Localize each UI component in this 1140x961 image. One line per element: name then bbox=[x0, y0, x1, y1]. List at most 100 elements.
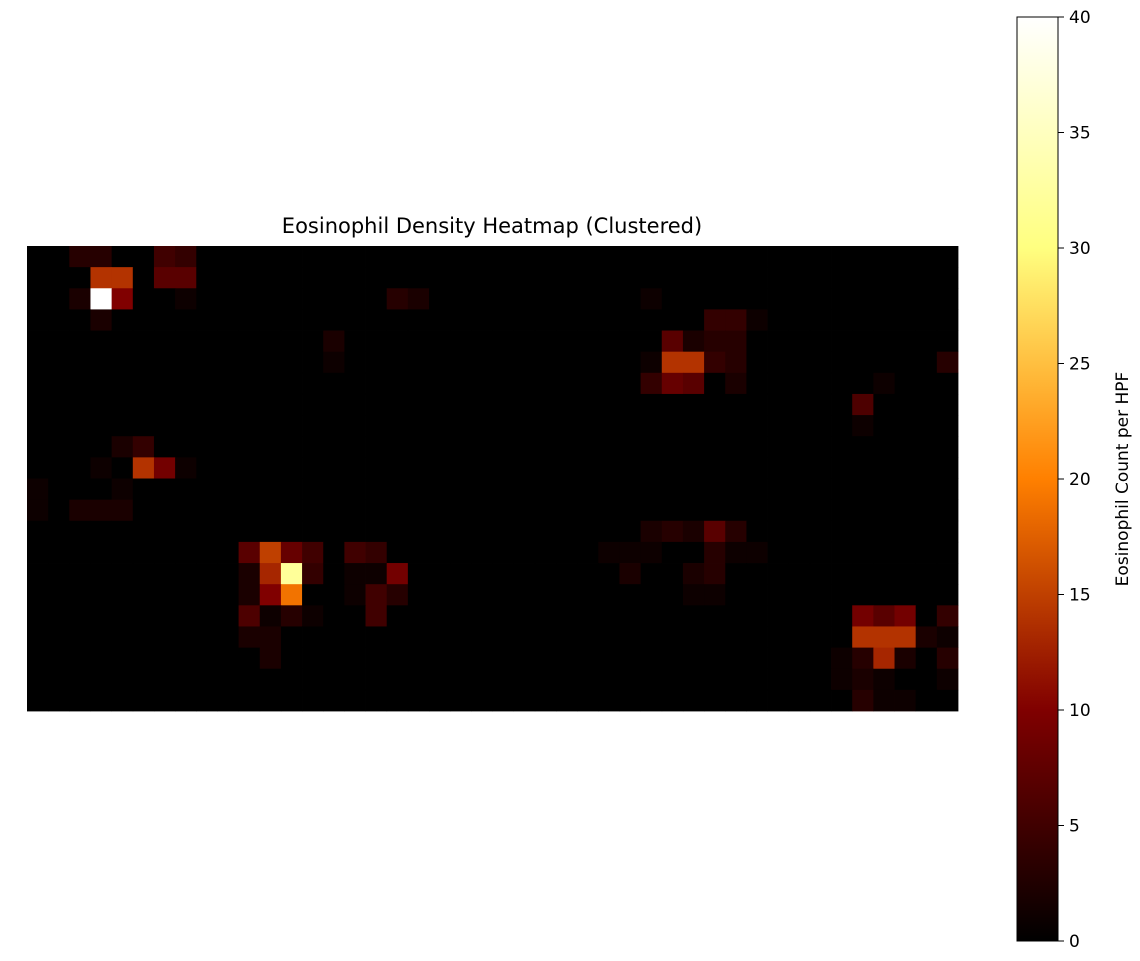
heatmap-cell bbox=[69, 457, 91, 479]
heatmap-cell bbox=[323, 309, 345, 331]
heatmap-cell bbox=[640, 351, 663, 374]
heatmap-cell bbox=[831, 415, 853, 437]
heatmap-cell bbox=[746, 415, 768, 437]
heatmap-cell bbox=[111, 563, 134, 585]
heatmap-cell bbox=[619, 563, 642, 585]
heatmap-cell bbox=[936, 478, 959, 501]
heatmap-cell bbox=[767, 372, 790, 395]
heatmap-cell bbox=[534, 393, 557, 416]
heatmap-cell bbox=[280, 668, 303, 691]
heatmap-cell bbox=[217, 457, 239, 479]
heatmap-cell bbox=[48, 605, 70, 627]
heatmap-cell bbox=[894, 457, 917, 479]
heatmap-cell bbox=[365, 541, 388, 564]
heatmap-cell bbox=[429, 415, 451, 437]
heatmap-cell bbox=[429, 584, 451, 606]
heatmap-cell bbox=[153, 563, 176, 585]
heatmap-cell bbox=[534, 563, 557, 585]
heatmap-cell bbox=[746, 563, 768, 585]
heatmap-cell bbox=[111, 309, 134, 331]
heatmap-cell bbox=[259, 267, 282, 289]
heatmap-cell bbox=[577, 415, 599, 437]
heatmap-cell bbox=[534, 309, 557, 331]
heatmap-cell bbox=[936, 605, 959, 627]
heatmap-cell bbox=[831, 246, 853, 268]
heatmap-cell bbox=[640, 246, 663, 268]
heatmap-cell bbox=[323, 563, 345, 585]
heatmap-cell bbox=[450, 668, 472, 691]
heatmap-cell bbox=[534, 499, 557, 522]
heatmap-cell bbox=[534, 626, 557, 648]
heatmap-cell bbox=[746, 309, 768, 331]
heatmap-cell bbox=[852, 584, 874, 606]
heatmap-cell bbox=[936, 584, 959, 606]
heatmap-cell bbox=[386, 330, 409, 353]
heatmap-cell bbox=[746, 605, 768, 627]
heatmap-cell bbox=[936, 267, 959, 289]
heatmap-cell bbox=[344, 541, 366, 564]
heatmap-cell bbox=[788, 689, 811, 712]
heatmap-cell bbox=[788, 541, 811, 564]
heatmap-cell bbox=[302, 626, 324, 648]
heatmap-cell bbox=[238, 246, 261, 268]
heatmap-cell bbox=[27, 288, 49, 310]
heatmap-cell bbox=[27, 584, 49, 606]
heatmap-cell bbox=[661, 309, 684, 331]
heatmap-cell bbox=[450, 351, 472, 374]
heatmap-cell bbox=[492, 267, 515, 289]
heatmap-cell bbox=[704, 393, 726, 416]
heatmap-plot bbox=[27, 246, 959, 712]
heatmap-cell bbox=[429, 393, 451, 416]
heatmap-cell bbox=[492, 689, 515, 712]
heatmap-cell bbox=[407, 520, 430, 543]
heatmap-cell bbox=[598, 393, 620, 416]
heatmap-cell bbox=[598, 541, 620, 564]
heatmap-cell bbox=[153, 246, 176, 268]
heatmap-cell bbox=[492, 415, 515, 437]
heatmap-cell bbox=[111, 330, 134, 353]
heatmap-cell bbox=[69, 393, 91, 416]
heatmap-cell bbox=[407, 351, 430, 374]
heatmap-cell bbox=[682, 647, 705, 670]
heatmap-cell bbox=[852, 605, 874, 627]
heatmap-cell bbox=[725, 372, 747, 395]
heatmap-cell bbox=[48, 647, 70, 670]
heatmap-cell bbox=[725, 647, 747, 670]
heatmap-cell bbox=[365, 267, 388, 289]
heatmap-cell bbox=[555, 584, 578, 606]
heatmap-cell bbox=[111, 415, 134, 437]
heatmap-cell bbox=[111, 372, 134, 395]
heatmap-cell bbox=[471, 309, 493, 331]
heatmap-cell bbox=[259, 499, 282, 522]
heatmap-cell bbox=[175, 288, 197, 310]
heatmap-cell bbox=[280, 351, 303, 374]
heatmap-cell bbox=[746, 351, 768, 374]
heatmap-cell bbox=[323, 478, 345, 501]
heatmap-cell bbox=[915, 415, 938, 437]
heatmap-cell bbox=[450, 626, 472, 648]
heatmap-cell bbox=[365, 668, 388, 691]
heatmap-cell bbox=[132, 626, 155, 648]
heatmap-cell bbox=[725, 626, 747, 648]
heatmap-cell bbox=[90, 246, 113, 268]
heatmap-cell bbox=[492, 563, 515, 585]
heatmap-cell bbox=[217, 330, 239, 353]
heatmap-cell bbox=[577, 605, 599, 627]
heatmap-cell bbox=[450, 393, 472, 416]
heatmap-cell bbox=[704, 267, 726, 289]
heatmap-cell bbox=[90, 584, 113, 606]
heatmap-cell bbox=[894, 478, 917, 501]
heatmap-cell bbox=[534, 478, 557, 501]
heatmap-cell bbox=[513, 689, 536, 712]
heatmap-cell bbox=[555, 393, 578, 416]
heatmap-cell bbox=[196, 478, 218, 501]
heatmap-cell bbox=[69, 668, 91, 691]
heatmap-cell bbox=[132, 478, 155, 501]
heatmap-cell bbox=[280, 436, 303, 458]
heatmap-cell bbox=[915, 689, 938, 712]
heatmap-cell bbox=[323, 647, 345, 670]
heatmap-cell bbox=[555, 267, 578, 289]
heatmap-cell bbox=[936, 393, 959, 416]
heatmap-cell bbox=[196, 457, 218, 479]
heatmap-cell bbox=[111, 647, 134, 670]
